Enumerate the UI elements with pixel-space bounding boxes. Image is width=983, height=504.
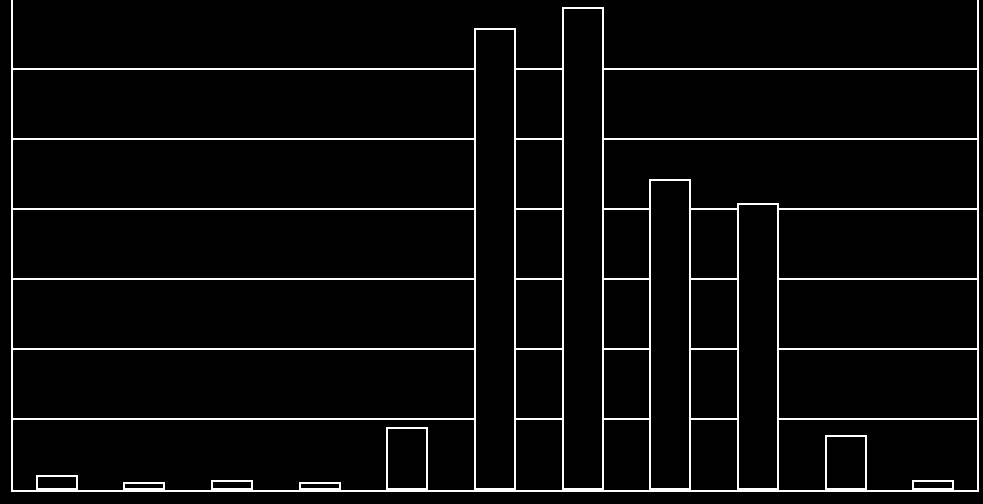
- bar: [562, 7, 604, 490]
- plot-area: [11, 0, 979, 492]
- bar: [299, 482, 341, 490]
- bar: [825, 435, 867, 490]
- bar: [36, 475, 78, 490]
- bar: [211, 480, 253, 491]
- bar: [649, 179, 691, 491]
- bar: [123, 482, 165, 490]
- bar: [737, 203, 779, 490]
- bar-chart: [0, 0, 983, 504]
- bar: [474, 28, 516, 490]
- bar: [386, 427, 428, 490]
- bar: [912, 480, 954, 490]
